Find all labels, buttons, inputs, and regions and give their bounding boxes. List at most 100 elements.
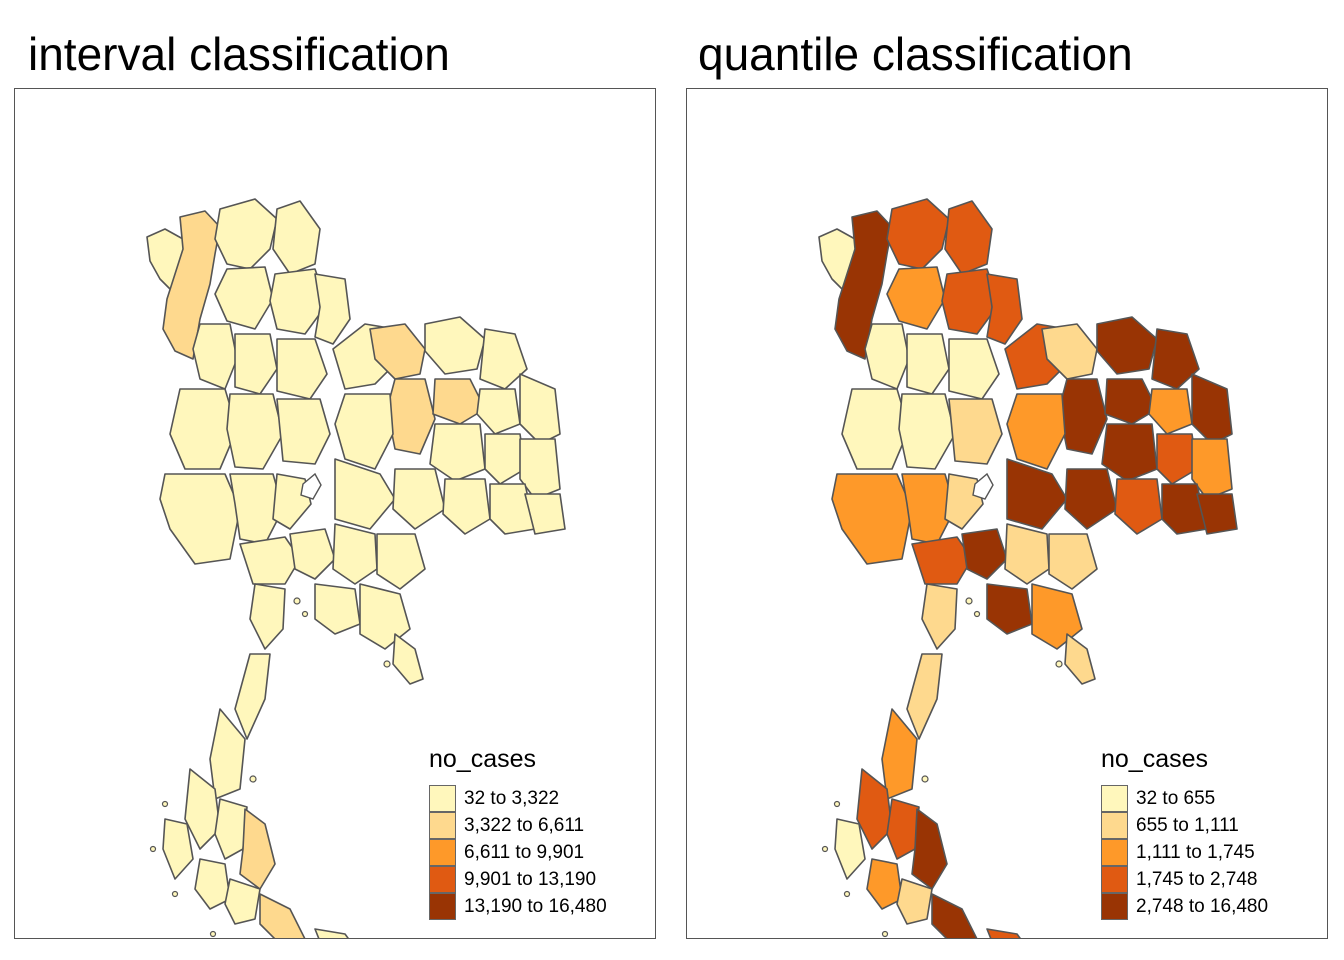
legend-label: 32 to 3,322 [464, 788, 560, 809]
province [986, 928, 1021, 938]
province [276, 338, 328, 400]
legend-swatch [1101, 812, 1128, 839]
legend-label: 655 to 1,111 [1136, 815, 1239, 836]
gulf-gap [972, 472, 994, 500]
province [334, 458, 396, 530]
province [234, 333, 278, 395]
legend-item: 32 to 655 [1101, 785, 1268, 812]
legend-swatch [1101, 866, 1128, 893]
province [941, 268, 1000, 335]
province [896, 878, 933, 925]
province [289, 528, 336, 580]
province [314, 273, 351, 345]
province [886, 798, 920, 860]
province [866, 858, 903, 910]
province [881, 708, 918, 800]
legend-interval: no_cases 32 to 3,322 3,322 to 6,611 6,61… [429, 745, 607, 920]
legend-label: 1,111 to 1,745 [1136, 842, 1255, 863]
province [334, 393, 394, 470]
province [169, 388, 238, 470]
province [1041, 323, 1098, 380]
province [392, 468, 446, 530]
province [1161, 483, 1208, 535]
province [489, 483, 536, 535]
legend-swatch [429, 893, 456, 920]
province-highlight [259, 893, 306, 938]
province-highlight [432, 378, 486, 425]
legend-item: 2,748 to 16,480 [1101, 893, 1268, 920]
province [1004, 523, 1050, 585]
legend-swatch [1101, 839, 1128, 866]
legend-item: 32 to 3,322 [429, 785, 607, 812]
legend-label: 13,190 to 16,480 [464, 896, 607, 917]
legend-item: 1,111 to 1,745 [1101, 839, 1268, 866]
province [314, 928, 349, 938]
legend-swatch [1101, 785, 1128, 812]
province [429, 423, 486, 482]
legend-item: 13,190 to 16,480 [429, 893, 607, 920]
province [524, 493, 566, 535]
province [886, 266, 946, 330]
province [276, 398, 331, 465]
province [184, 768, 221, 850]
province [272, 473, 312, 530]
province [841, 388, 910, 470]
province [906, 333, 950, 395]
province [484, 433, 526, 485]
province [944, 200, 993, 275]
province [479, 328, 528, 390]
province [476, 388, 521, 435]
legend-swatch [1101, 893, 1128, 920]
province [864, 323, 910, 390]
province [194, 858, 231, 910]
province [272, 200, 321, 275]
province [986, 273, 1023, 345]
thailand-map-interval [146, 198, 566, 938]
province-highlight [369, 323, 426, 380]
legend-item: 1,745 to 2,748 [1101, 866, 1268, 893]
province [192, 323, 238, 390]
legend-swatch [429, 812, 456, 839]
province [986, 583, 1033, 635]
province [1114, 478, 1163, 535]
province [214, 266, 274, 330]
province [159, 473, 241, 565]
province [214, 798, 248, 860]
map-frame-interval: no_cases 32 to 3,322 3,322 to 6,611 6,61… [14, 88, 656, 939]
province [1096, 316, 1158, 375]
province [442, 478, 491, 535]
province [332, 523, 378, 585]
legend-item: 9,901 to 13,190 [429, 866, 607, 893]
province [898, 393, 956, 470]
province [376, 533, 426, 590]
province [314, 583, 361, 635]
legend-quantile: no_cases 32 to 655 655 to 1,111 1,111 to… [1101, 745, 1268, 920]
map-frame-quantile: no_cases 32 to 655 655 to 1,111 1,111 to… [686, 88, 1328, 939]
legend-label: 32 to 655 [1136, 788, 1216, 809]
gulf-gap [300, 472, 322, 500]
province [1101, 423, 1158, 482]
legend-item: 655 to 1,111 [1101, 812, 1268, 839]
legend-title: no_cases [1101, 745, 1209, 773]
province [831, 473, 913, 565]
legend-label: 9,901 to 13,190 [464, 869, 597, 890]
province [944, 473, 984, 530]
province [1151, 328, 1200, 390]
legend-label: 6,611 to 9,901 [464, 842, 585, 863]
province [1156, 433, 1198, 485]
province [1048, 533, 1098, 590]
thailand-map-quantile [818, 198, 1238, 938]
province [886, 198, 950, 270]
province [1058, 378, 1108, 455]
province [1006, 458, 1068, 530]
legend-label: 1,745 to 2,748 [1136, 869, 1258, 890]
province [931, 893, 978, 938]
province [834, 818, 866, 880]
province [1104, 378, 1158, 425]
legend-title: no_cases [429, 745, 537, 773]
province [1064, 468, 1118, 530]
province [948, 398, 1003, 465]
province [239, 536, 301, 585]
province-highlight [239, 808, 276, 890]
legend-swatch [429, 785, 456, 812]
